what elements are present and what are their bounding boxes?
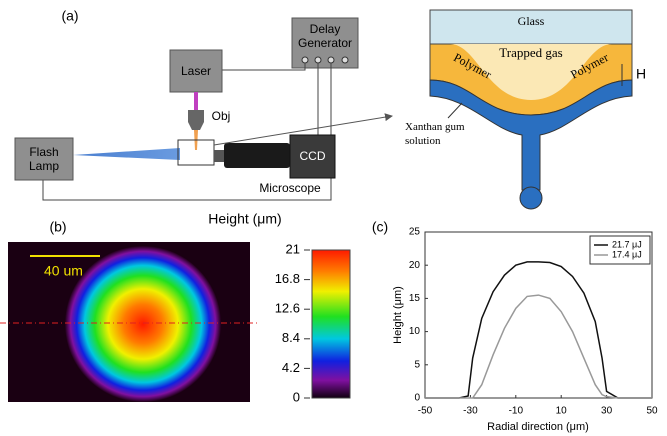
x-tick-label: -10 (509, 406, 524, 417)
x-axis-label: Radial direction (μm) (487, 421, 589, 433)
glass-label: Glass (518, 14, 545, 28)
laser-label: Laser (170, 64, 222, 78)
colorbar-tick-label: 4.2 (282, 360, 300, 375)
x-tick-label: 50 (646, 406, 658, 417)
colorbar (312, 250, 350, 398)
panel-label: (c) (372, 219, 388, 235)
legend-label: 17.4 μJ (612, 249, 642, 259)
solution-pointer (448, 103, 462, 118)
panel-label: (b) (49, 219, 66, 235)
laser-beam (194, 92, 198, 110)
series-line (425, 295, 652, 398)
trapped-gas-label: Trapped gas (495, 46, 567, 60)
legend-label: 21.7 μJ (612, 239, 642, 249)
series-line (425, 262, 652, 398)
flash-lamp-label: Flash Lamp (15, 145, 73, 173)
colorbar-title: Height (μm) (208, 211, 281, 227)
x-tick-label: 30 (601, 406, 613, 417)
microscope-tube (224, 143, 290, 168)
objective-label: Obj (206, 109, 236, 123)
microscope-label: Microscope (240, 181, 340, 195)
x-tick-label: -30 (463, 406, 478, 417)
y-tick-label: 20 (409, 260, 421, 271)
y-tick-label: 10 (409, 326, 421, 337)
scale-bar-label: 40 um (44, 263, 83, 279)
colorbar-tick-label: 8.4 (282, 330, 300, 345)
colorbar-tick-label: 16.8 (275, 271, 300, 286)
ccd-label: CCD (290, 149, 335, 163)
y-tick-label: 5 (414, 359, 420, 370)
colorbar-tick-label: 12.6 (275, 301, 300, 316)
height-label: H (636, 66, 646, 82)
figure-graphics: (a) Glass Polymer Polymer H (b) 40 um He… (0, 0, 667, 436)
objective (188, 110, 204, 130)
x-tick-label: 10 (556, 406, 568, 417)
colorbar-tick-label: 0 (293, 389, 300, 404)
x-tick-label: -50 (418, 406, 433, 417)
y-axis-label: Height (μm) (392, 286, 404, 344)
delay-generator-label: Delay Generator (292, 22, 358, 50)
solution-label: Xanthan gum solution (405, 120, 485, 148)
y-tick-label: 15 (409, 293, 421, 304)
y-tick-label: 0 (414, 393, 420, 404)
colorbar-tick-label: 21 (286, 241, 300, 256)
droplet (520, 187, 542, 209)
height-spot (65, 246, 221, 402)
panel-label: (a) (61, 8, 78, 24)
y-tick-label: 25 (409, 227, 421, 238)
figure: (a) Glass Polymer Polymer H (b) 40 um He… (0, 0, 667, 436)
flash-beam (73, 148, 180, 160)
lens (214, 150, 224, 162)
